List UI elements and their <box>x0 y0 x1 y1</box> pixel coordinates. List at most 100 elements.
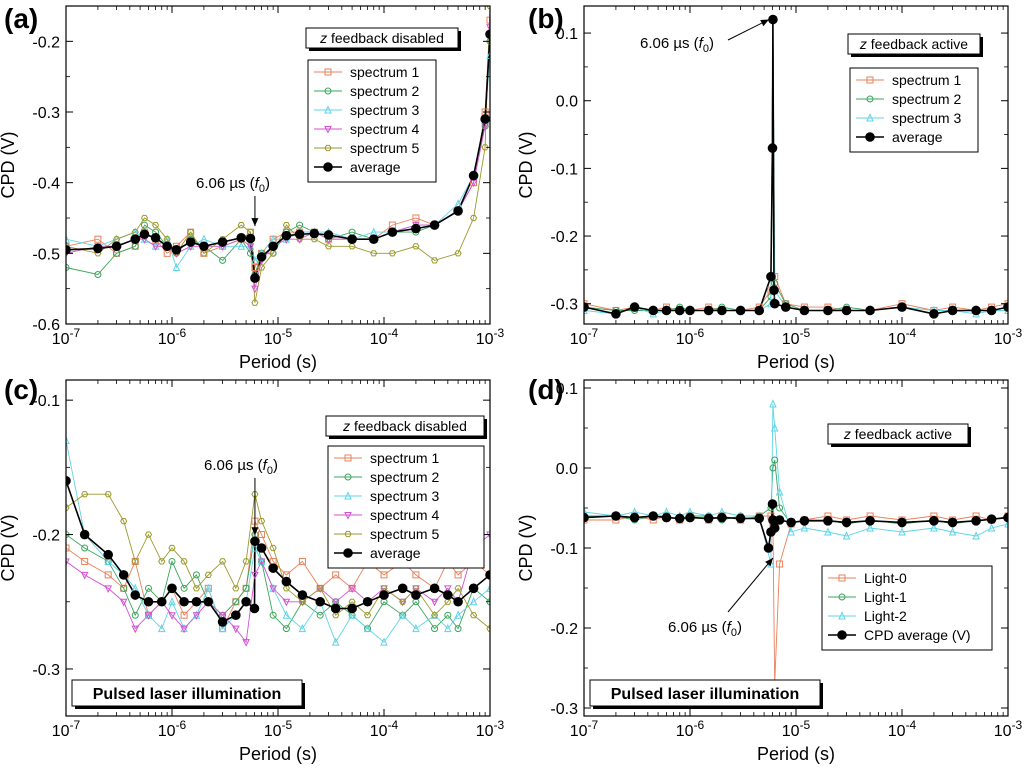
data-point <box>368 234 379 245</box>
data-point <box>268 563 278 573</box>
data-point <box>172 262 181 271</box>
x-axis-label: Period (s) <box>757 744 835 764</box>
data-point <box>717 512 727 523</box>
legend-entry: spectrum 4 <box>370 507 439 523</box>
data-point <box>485 570 490 580</box>
series-line-1 <box>584 19 1008 315</box>
data-point <box>971 305 981 316</box>
data-point <box>180 625 188 634</box>
data-point <box>66 504 70 511</box>
data-point <box>232 625 240 634</box>
data-point <box>768 14 778 25</box>
x-tick-label: 10-3 <box>994 326 1023 348</box>
data-point <box>158 558 166 565</box>
data-point <box>218 612 227 620</box>
data-point <box>929 515 939 526</box>
legend-entry: spectrum 3 <box>370 488 439 504</box>
data-point <box>411 223 421 234</box>
x-tick-label: 10-6 <box>676 326 705 348</box>
annotation-label: 6.06 µs (f0) <box>640 35 714 55</box>
data-point <box>584 507 588 516</box>
y-tick-label: -0.6 <box>32 317 60 334</box>
data-point <box>987 523 996 532</box>
data-point <box>250 536 260 547</box>
legend-swatch-marker <box>324 126 332 134</box>
series-line-2 <box>584 19 1008 315</box>
data-point <box>219 256 227 264</box>
x-tick-label: 10-3 <box>994 718 1023 740</box>
data-point <box>256 252 267 262</box>
legend-entry: spectrum 5 <box>350 140 419 156</box>
data-point <box>685 305 695 316</box>
x-axis-label: Period (s) <box>239 744 317 764</box>
data-point <box>251 571 259 580</box>
data-point <box>430 598 439 607</box>
data-point <box>480 114 490 124</box>
data-point <box>119 598 128 607</box>
legend-swatch-marker <box>838 593 846 601</box>
legend-entry: spectrum 4 <box>350 121 419 137</box>
legend-swatch-marker <box>837 630 847 640</box>
data-point <box>800 523 809 532</box>
data-point <box>431 257 439 264</box>
data-point <box>771 456 779 464</box>
data-point <box>331 598 340 607</box>
data-point <box>187 229 195 236</box>
data-point <box>269 611 277 619</box>
data-point <box>769 285 779 295</box>
x-tick-label: 10-4 <box>370 326 399 348</box>
data-point <box>168 544 176 552</box>
legend-swatch-marker <box>324 87 332 95</box>
feedback-box <box>827 423 969 445</box>
data-point <box>648 305 659 316</box>
data-point <box>81 557 89 565</box>
data-point <box>242 639 250 647</box>
data-point <box>66 558 70 567</box>
data-point <box>866 523 874 532</box>
y-tick-label: -0.3 <box>550 701 578 718</box>
x-tick-label: 10-7 <box>52 718 81 740</box>
data-point <box>611 511 621 521</box>
data-point <box>282 222 290 229</box>
data-point <box>776 504 784 512</box>
data-point <box>787 527 795 536</box>
x-tick-label: 10-5 <box>264 718 293 740</box>
data-point <box>776 560 784 568</box>
data-point <box>256 543 267 553</box>
legend-entry: spectrum 1 <box>350 64 419 80</box>
chart-panel-b: 10-7 10-6 10-5 10-4 10-3 -0.3 -0.2 -0.1 0.0 0.1 Pe… <box>516 5 1023 372</box>
data-point <box>947 517 958 528</box>
data-point <box>251 543 259 552</box>
data-point <box>411 590 421 600</box>
legend-entry: average <box>892 129 943 145</box>
data-point <box>469 597 478 606</box>
data-point <box>104 585 112 593</box>
charts-layer: 10-7 10-6 10-5 10-4 10-3 -0.6 -0.5 -0.4 -0.3 -0.2… <box>0 5 1023 764</box>
data-point <box>380 637 388 646</box>
data-point <box>468 583 479 594</box>
legend-swatch-marker <box>344 454 352 462</box>
data-point <box>236 232 247 243</box>
data-point <box>481 144 489 151</box>
data-point <box>453 206 463 216</box>
annotation-arrow <box>727 557 774 613</box>
data-point <box>454 610 462 619</box>
data-point <box>144 531 153 538</box>
data-point <box>297 590 308 600</box>
y-tick-label: -0.3 <box>32 105 60 122</box>
data-point <box>362 596 373 607</box>
x-tick-label: 10-6 <box>158 718 187 740</box>
legend-entry: spectrum 2 <box>892 91 961 107</box>
data-point <box>250 273 260 283</box>
data-point <box>199 241 209 252</box>
data-point <box>661 512 672 523</box>
y-tick-label: -0.1 <box>550 541 578 558</box>
data-point <box>232 598 240 606</box>
y-tick-label: -0.3 <box>550 297 578 314</box>
data-point <box>241 596 251 607</box>
data-point <box>947 305 958 316</box>
legend-entry: spectrum 2 <box>370 469 439 485</box>
chart-panel-a: 10-7 10-6 10-5 10-4 10-3 -0.6 -0.5 -0.4 -0.3 -0.2… <box>0 5 505 372</box>
plot-area <box>66 6 490 306</box>
data-point <box>454 625 462 633</box>
